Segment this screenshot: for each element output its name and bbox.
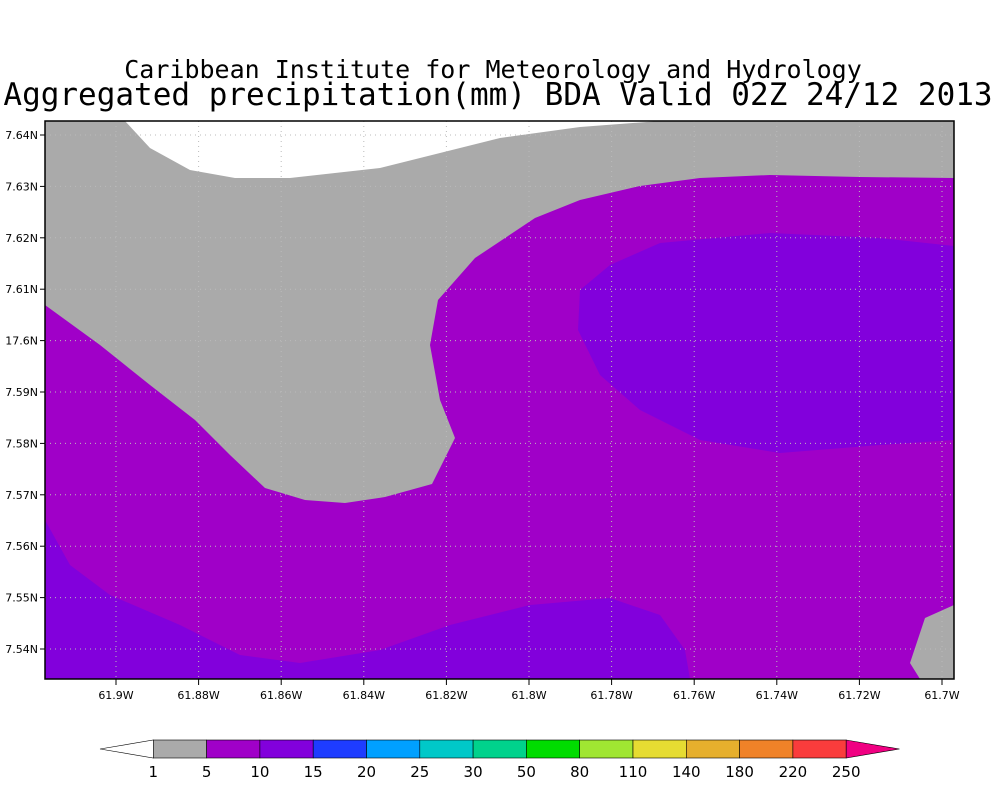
colorbar-label: 220	[779, 763, 808, 781]
field-10-15	[578, 233, 954, 453]
field-1-5	[910, 605, 954, 679]
colorbar-label: 20	[357, 763, 376, 781]
x-tick-label: 61.76W	[673, 689, 715, 702]
y-tick-label: 7.54N	[5, 643, 38, 656]
field-10-15	[45, 520, 690, 679]
x-tick-label: 61.88W	[177, 689, 219, 702]
colorbar-label: 250	[832, 763, 861, 781]
colorbar-swatch	[366, 739, 421, 759]
colorbar-label: 180	[725, 763, 754, 781]
colorbar-swatch	[312, 739, 367, 759]
colorbar-label: 25	[410, 763, 429, 781]
field-1-5	[45, 121, 954, 503]
colorbar-swatch	[206, 739, 261, 759]
x-tick-label: 61.82W	[425, 689, 467, 702]
colorbar-swatch	[579, 739, 634, 759]
colorbar-swatch	[632, 739, 687, 759]
y-tick-label: 7.57N	[5, 489, 38, 502]
y-tick-label: 7.63N	[5, 180, 38, 193]
x-tick-label: 61.84W	[343, 689, 385, 702]
x-tick-label: 61.86W	[260, 689, 302, 702]
colorbar-swatch	[99, 739, 154, 759]
x-tick-label: 61.74W	[756, 689, 798, 702]
axes: 61.9W 61.88W 61.86W 61.84W 61.82W 61.8W 61.78W…	[5, 129, 960, 702]
subtitle: Aggregated precipitation(mm) BDA Valid 0…	[3, 77, 992, 113]
x-tick-label: 61.78W	[590, 689, 632, 702]
y-tick-label: 7.64N	[5, 129, 38, 142]
colorbar-swatch	[792, 739, 847, 759]
colorbar-label: 1	[149, 763, 159, 781]
colorbar-swatch	[526, 739, 581, 759]
colorbar-swatch	[419, 739, 474, 759]
colorbar-label: 50	[517, 763, 536, 781]
x-tick-label: 61.9W	[98, 689, 133, 702]
colorbar-swatch	[685, 739, 740, 759]
x-tick-label: 61.72W	[838, 689, 880, 702]
title: Caribbean Institute for Meteorology and …	[124, 55, 862, 84]
y-tick-label: 7.61N	[5, 283, 38, 296]
colorbar-swatch	[739, 739, 794, 759]
grid	[45, 121, 954, 679]
y-tick-label: 7.56N	[5, 540, 38, 553]
x-tick-label: 61.7W	[924, 689, 959, 702]
colorbar-swatch	[845, 739, 900, 759]
colorbar-swatch	[259, 739, 314, 759]
x-tick-label: 61.8W	[511, 689, 546, 702]
y-tick-label: 7.59N	[5, 386, 38, 399]
colorbar-swatch	[153, 739, 207, 759]
colorbar-label: 110	[619, 763, 648, 781]
map-field	[45, 121, 954, 679]
field-below-1	[125, 121, 660, 178]
y-tick-label: 7.62N	[5, 232, 38, 245]
colorbar-label: 30	[464, 763, 483, 781]
colorbar-label: 15	[304, 763, 323, 781]
y-tick-label: 17.6N	[5, 335, 38, 348]
colorbar-label: 10	[250, 763, 269, 781]
y-tick-label: 7.58N	[5, 437, 38, 450]
colorbar-swatch	[472, 739, 527, 759]
y-tick-label: 7.55N	[5, 592, 38, 605]
colorbar: 1 5 10 15 20 25 30 50 80 110 140 180 220 250	[99, 739, 900, 781]
colorbar-label: 80	[570, 763, 589, 781]
colorbar-label: 5	[202, 763, 212, 781]
map-frame	[44, 120, 955, 680]
colorbar-label: 140	[672, 763, 701, 781]
